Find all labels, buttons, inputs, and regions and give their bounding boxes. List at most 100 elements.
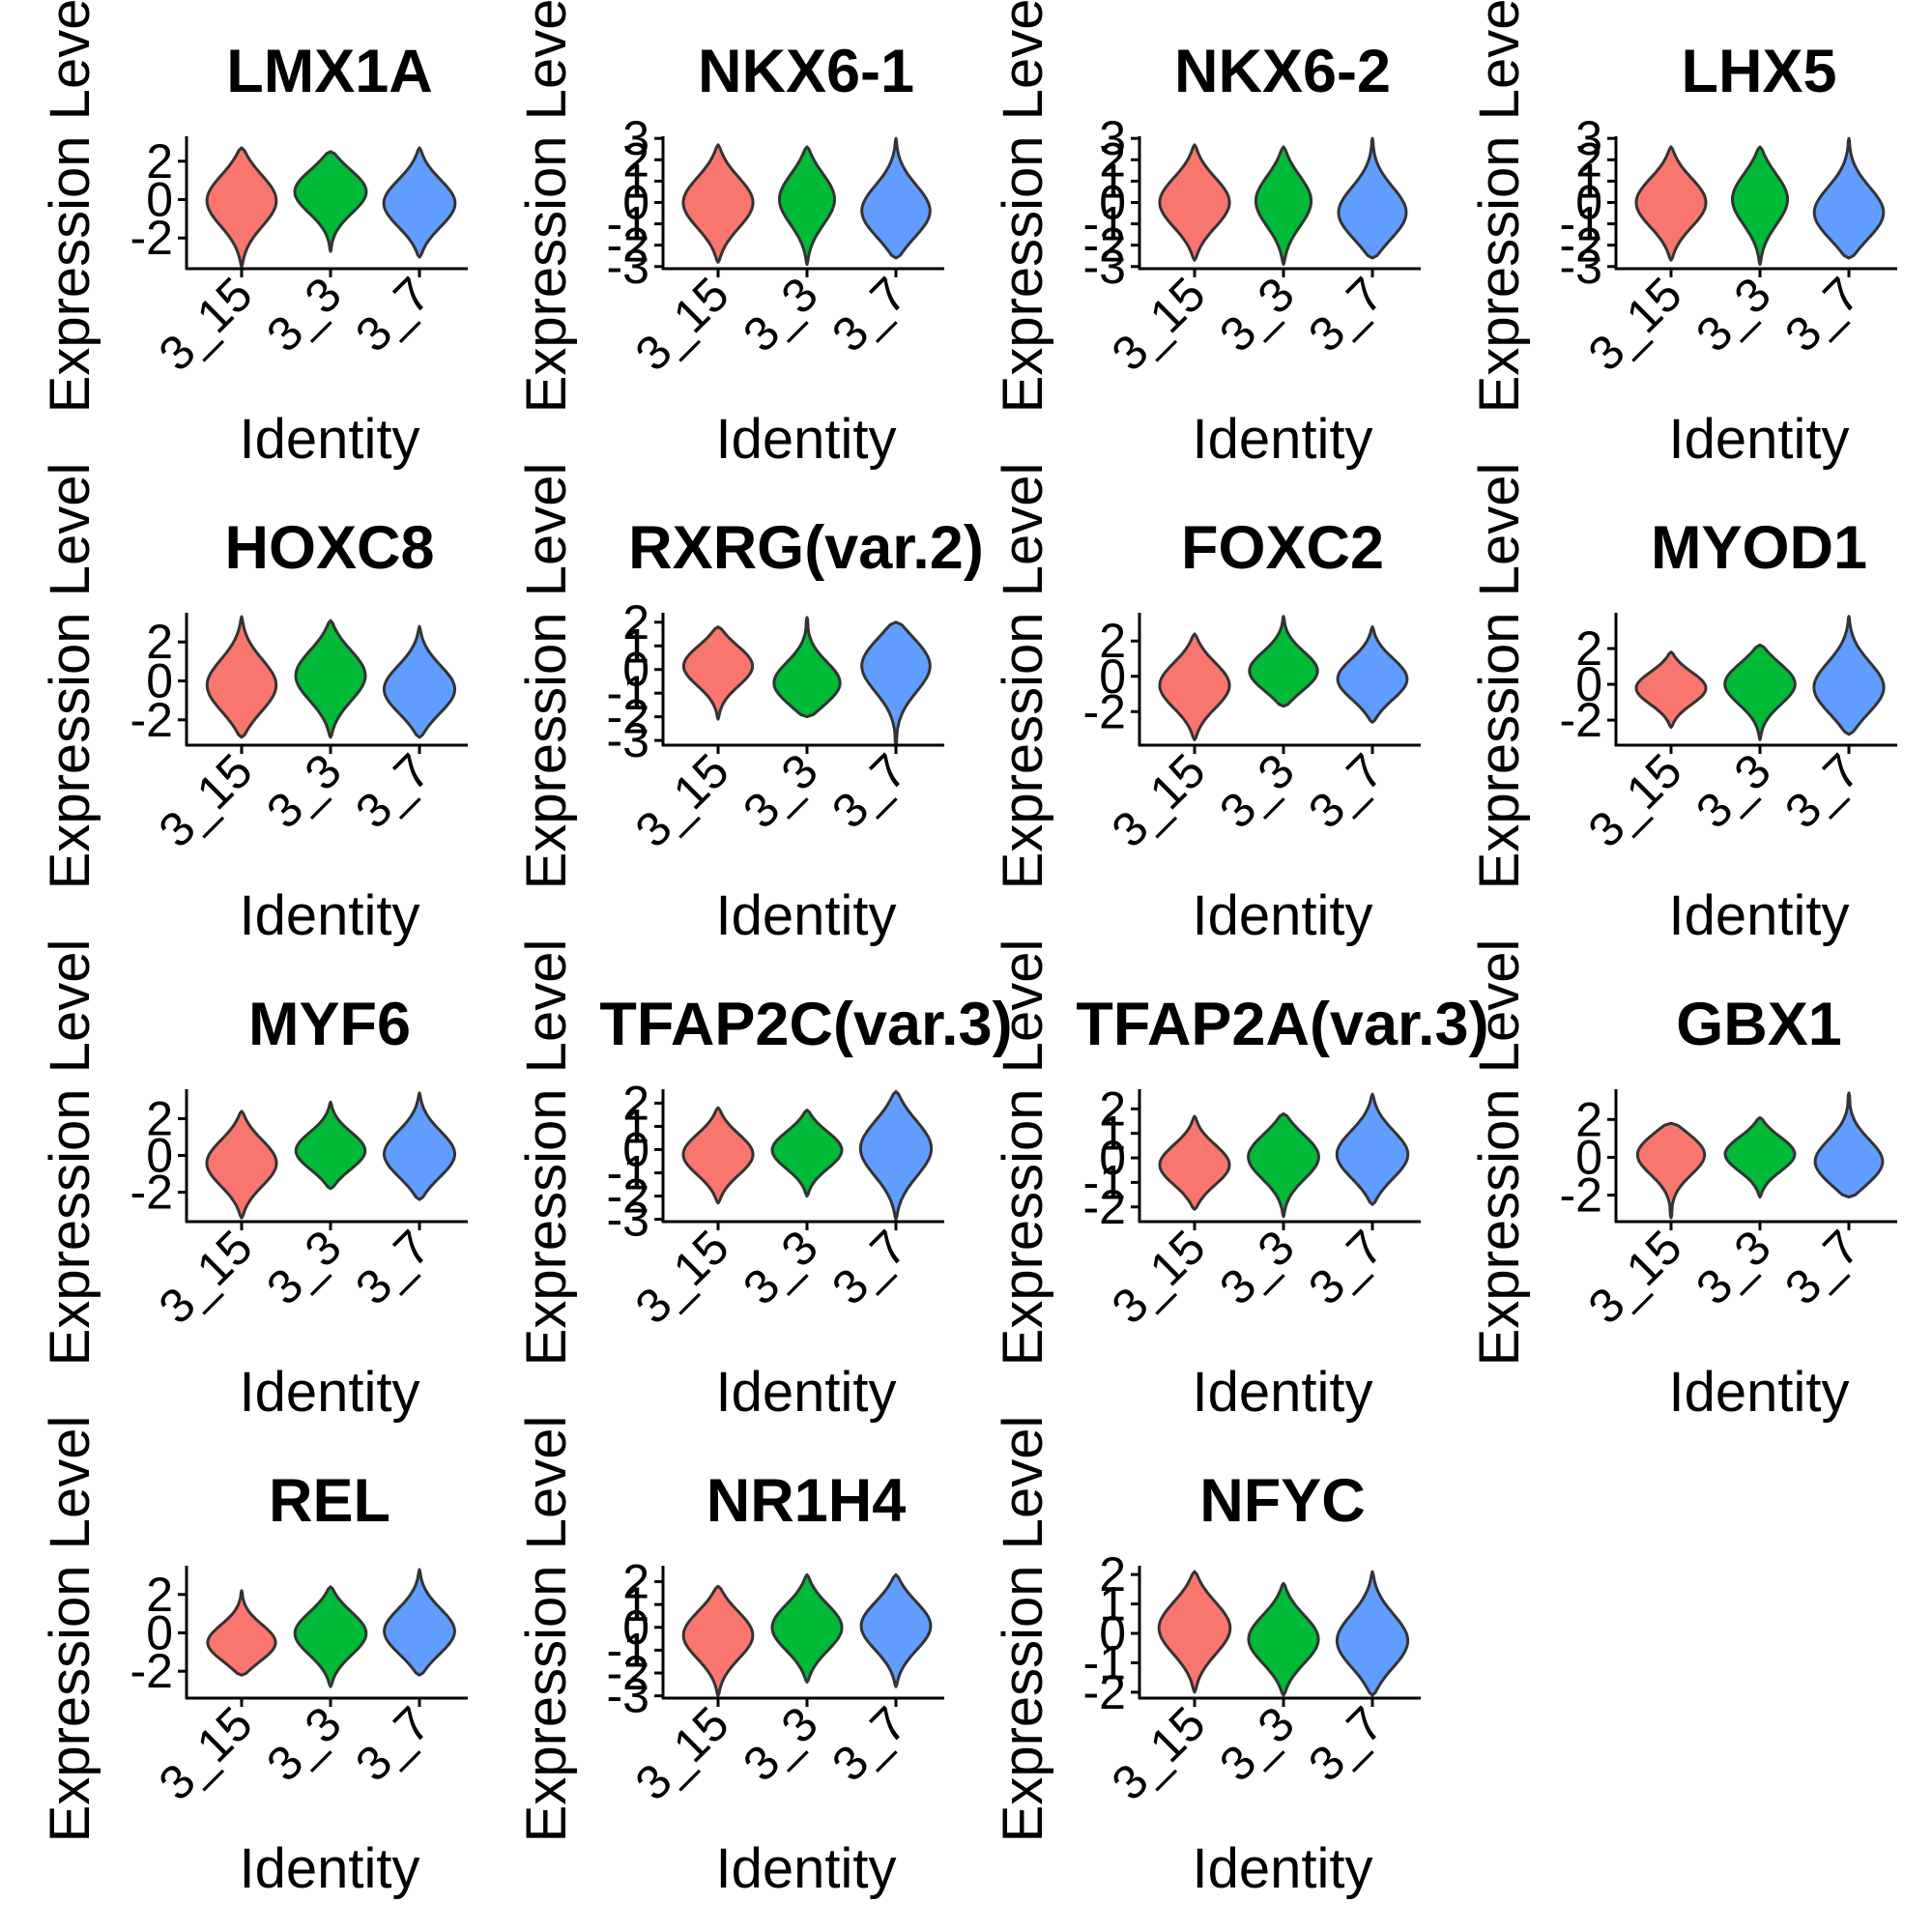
- y-tick-label: 3: [622, 111, 649, 165]
- y-tick-label: -3: [607, 713, 649, 767]
- x-axis-label: Identity: [716, 884, 897, 947]
- x-axis-label: Identity: [1193, 1837, 1373, 1900]
- x-tick-label-3-3: 3_3: [1209, 743, 1305, 839]
- y-tick-label: 1: [1099, 1107, 1126, 1161]
- x-tick-label-3-7: 3_7: [822, 267, 917, 362]
- violin-3-3: [1247, 1111, 1320, 1219]
- y-axis-label: Expression Level: [992, 939, 1054, 1367]
- y-axis-label: Expression Level: [39, 463, 101, 890]
- violin-3-7: [858, 1089, 934, 1222]
- x-axis-label: Identity: [716, 1837, 897, 1900]
- x-tick-label-3-3: 3_3: [733, 267, 828, 362]
- panel-title: GBX1: [1676, 991, 1842, 1058]
- y-axis-label: Expression Level: [515, 463, 578, 890]
- violin-3-3: [778, 145, 836, 267]
- y-tick-label: -1: [607, 1146, 649, 1200]
- y-axis-label: Expression Level: [1468, 0, 1531, 413]
- panel-title: NKX6-1: [698, 38, 914, 105]
- y-tick-label: -2: [1560, 693, 1602, 747]
- x-tick-label-3-3: 3_3: [256, 743, 352, 839]
- violin-3-15: [205, 1110, 278, 1220]
- x-axis-label: Identity: [240, 1361, 420, 1424]
- y-tick-label: 3: [1575, 111, 1602, 165]
- x-tick-label-3-3: 3_3: [256, 1696, 352, 1792]
- y-tick-label: 0: [1575, 657, 1602, 711]
- x-axis-label: Identity: [1193, 1361, 1373, 1424]
- violin-3-15: [1158, 632, 1231, 741]
- violin-3-3: [1247, 1581, 1320, 1697]
- x-tick-label-3-15: 3_15: [1102, 1220, 1216, 1334]
- violin-3-7: [1337, 136, 1408, 260]
- y-tick-label: 0: [1099, 1606, 1126, 1660]
- y-axis-label: Expression Level: [1468, 939, 1531, 1367]
- y-tick-label: 0: [146, 1129, 173, 1183]
- x-axis-label: Identity: [1669, 884, 1850, 947]
- y-tick-label: -3: [1560, 240, 1602, 294]
- x-axis-label: Identity: [716, 1361, 897, 1424]
- y-tick-label: 0: [146, 173, 173, 227]
- y-tick-label: 0: [146, 1605, 173, 1659]
- y-tick-label: -2: [607, 1169, 649, 1224]
- y-tick-label: -2: [1083, 684, 1126, 738]
- violin-3-15: [1634, 145, 1708, 262]
- x-tick-label-3-3: 3_3: [733, 1220, 828, 1315]
- violin-3-15: [1158, 143, 1231, 262]
- y-tick-label: 2: [1575, 132, 1602, 187]
- violin-3-7: [1813, 1091, 1885, 1199]
- y-tick-label: -2: [130, 693, 173, 747]
- y-tick-label: 0: [1099, 1131, 1126, 1185]
- violin-3-15: [681, 1584, 755, 1698]
- y-tick-label: -1: [1560, 197, 1602, 251]
- panel-title: REL: [269, 1467, 390, 1535]
- panel-myod1: MYOD1 Expression Level Identity -202 3_153_3…: [1468, 463, 1897, 947]
- y-tick-label: -1: [607, 1623, 649, 1677]
- y-tick-label: 2: [146, 615, 173, 669]
- violin-3-15: [205, 615, 278, 739]
- violin-3-3: [770, 1109, 844, 1198]
- violin-3-3: [1254, 145, 1313, 267]
- y-tick-label: 1: [1099, 154, 1126, 208]
- violin-3-7: [859, 1572, 933, 1688]
- violin-3-3: [1723, 643, 1797, 741]
- x-tick-label-3-7: 3_7: [822, 743, 917, 839]
- y-tick-label: -2: [1083, 1180, 1126, 1234]
- violin-3-3: [1723, 1115, 1797, 1199]
- violin-3-3: [293, 1585, 368, 1688]
- y-axis-label: Expression Level: [515, 1416, 578, 1843]
- y-tick-label: 2: [1575, 1092, 1602, 1146]
- x-tick-label-3-3: 3_3: [1686, 1220, 1781, 1315]
- y-tick-label: -3: [607, 1669, 649, 1723]
- panel-title: NKX6-2: [1174, 38, 1391, 105]
- panel-title: MYOD1: [1651, 514, 1867, 582]
- x-tick-label-3-7: 3_7: [1298, 267, 1394, 362]
- y-tick-label: 0: [1575, 1130, 1602, 1184]
- x-tick-label-3-7: 3_7: [1298, 1696, 1394, 1792]
- y-axis-label: Expression Level: [992, 1416, 1054, 1843]
- x-axis-label: Identity: [1193, 408, 1373, 471]
- y-tick-label: -1: [1083, 1155, 1126, 1209]
- violin-3-7: [1812, 136, 1886, 260]
- y-tick-label: -1: [607, 666, 649, 720]
- y-tick-label: -2: [130, 1166, 173, 1220]
- y-tick-label: -2: [607, 690, 649, 744]
- x-tick-label-3-7: 3_7: [345, 267, 441, 362]
- y-axis-label: Expression Level: [39, 939, 101, 1367]
- panel-tfap2c-var-3: TFAP2C(var.3) Expression Level Identity -3-…: [515, 939, 1013, 1424]
- y-tick-label: -3: [1083, 240, 1126, 294]
- violin-3-7: [1335, 1092, 1410, 1206]
- violin-3-15: [681, 625, 755, 721]
- x-tick-label-3-15: 3_15: [149, 1696, 263, 1810]
- y-tick-label: -3: [607, 1193, 649, 1247]
- panel-gbx1: GBX1 Expression Level Identity -202 3_153_33…: [1468, 939, 1897, 1424]
- x-tick-label-3-15: 3_15: [149, 743, 263, 857]
- panel-title: NR1H4: [706, 1467, 907, 1535]
- y-tick-label: 1: [622, 154, 649, 208]
- x-tick-label-3-7: 3_7: [345, 1696, 441, 1792]
- panel-title: TFAP2C(var.3): [599, 991, 1012, 1058]
- panel-title: MYF6: [248, 991, 411, 1058]
- x-tick-label-3-3: 3_3: [256, 1220, 352, 1315]
